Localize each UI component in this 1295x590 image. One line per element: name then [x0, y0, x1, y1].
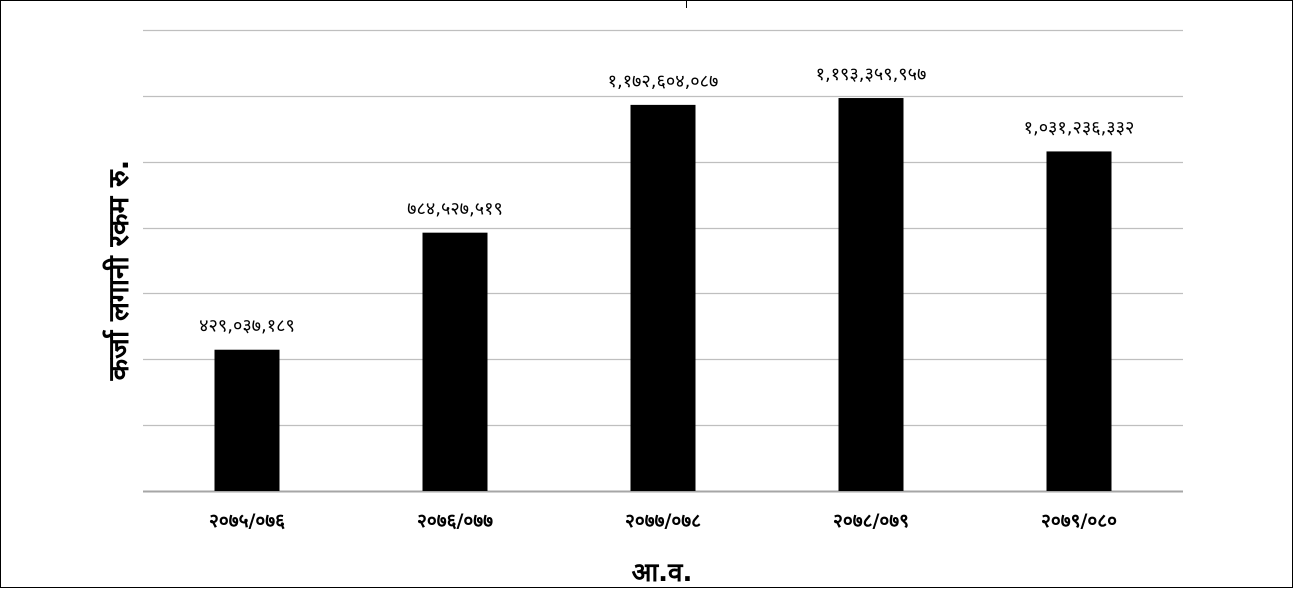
x-axis-label: आ.व.	[631, 558, 693, 588]
data-label: ७८४,५२७,५१९	[407, 199, 503, 220]
x-tick-label: २०७८/०७९	[833, 510, 909, 532]
x-tick-label: २०७९/०८०	[1041, 510, 1117, 532]
top-tick-mark	[686, 0, 687, 8]
x-tick-label: २०७५/०७६	[209, 510, 285, 532]
bar	[838, 98, 904, 492]
bars	[214, 98, 1112, 492]
y-axis-label: कर्जा लगानी रकम रु.	[102, 159, 135, 381]
bar	[422, 232, 488, 491]
data-label: १,१९३,३५९,९५७	[816, 64, 927, 85]
x-tick-label: २०७६/०७७	[417, 510, 493, 532]
bar	[1046, 151, 1112, 492]
data-label: १,१७२,६०४,०८७	[608, 71, 719, 92]
data-labels: ४२९,०३७,१८९ ७८४,५२७,५१९ १,१७२,६०४,०८७ १,१९३…	[199, 64, 1134, 337]
bar	[214, 349, 280, 491]
x-tick-labels: २०७५/०७६ २०७६/०७७ २०७७/०७८ २०७८/०७९ २०७९/०८०	[209, 510, 1117, 532]
bar	[630, 104, 696, 491]
data-label: ४२९,०३७,१८९	[199, 316, 295, 337]
data-label: १,०३१,२३६,३३२	[1024, 117, 1135, 138]
x-tick-label: २०७७/०७८	[625, 510, 701, 532]
